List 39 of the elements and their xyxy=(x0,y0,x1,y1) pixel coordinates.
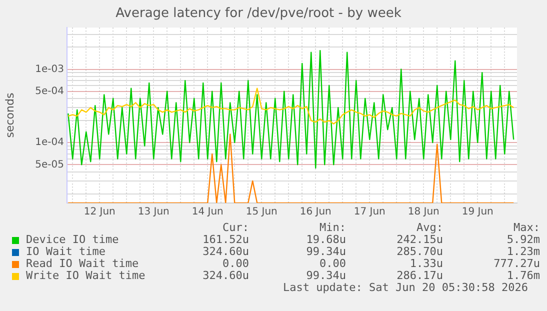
x-tick-label: 19 Jun xyxy=(462,206,494,218)
text: 99.34u xyxy=(305,269,346,282)
text: Last update: Sat Jun 20 05:30:58 2026 xyxy=(282,281,528,294)
x-tick-label: 15 Jun xyxy=(246,206,278,218)
y-tick-label: 1e-03 xyxy=(35,64,64,75)
x-tick-label: 14 Jun xyxy=(192,206,224,218)
text: 0.00 xyxy=(222,257,249,270)
y-tick-label: 5e-05 xyxy=(35,159,64,170)
text: 1.23m xyxy=(506,245,540,258)
text: 1.76m xyxy=(506,269,540,282)
text: 0.00 xyxy=(318,257,346,270)
chart-title: Average latency for /dev/pve/root - by week xyxy=(116,6,402,22)
legend-label: Device IO time xyxy=(26,233,120,246)
x-tick-label: 12 Jun xyxy=(84,206,116,218)
text: 242.15u xyxy=(396,233,443,246)
x-tick-label: 13 Jun xyxy=(138,206,170,218)
text: 324.60u xyxy=(202,269,249,282)
legend-label: Write IO Wait time xyxy=(26,269,146,282)
x-tick-label: 16 Jun xyxy=(300,206,332,218)
text: 1.33u xyxy=(408,257,443,270)
legend-label: IO Wait time xyxy=(26,245,106,258)
text: 99.34u xyxy=(305,245,346,258)
x-tick-label: 18 Jun xyxy=(408,206,440,218)
text: 19.68u xyxy=(305,233,346,246)
y-tick-label: 5e-04 xyxy=(35,86,64,97)
y-tick-label: 1e-04 xyxy=(35,137,64,148)
text: 286.17u xyxy=(396,269,443,282)
x-tick-label: 17 Jun xyxy=(354,206,386,218)
text: 5.92m xyxy=(506,233,540,246)
text: 324.60u xyxy=(202,245,249,258)
text: 777.27u xyxy=(492,257,540,270)
text: Avg: xyxy=(416,221,443,234)
y-axis-title: seconds xyxy=(3,92,16,138)
text: Max: xyxy=(512,221,540,234)
text: 285.70u xyxy=(396,245,443,258)
legend-label: Read IO Wait time xyxy=(26,257,140,270)
text: 161.52u xyxy=(202,233,249,246)
text: Cur: xyxy=(222,221,249,234)
text: Min: xyxy=(318,221,346,234)
